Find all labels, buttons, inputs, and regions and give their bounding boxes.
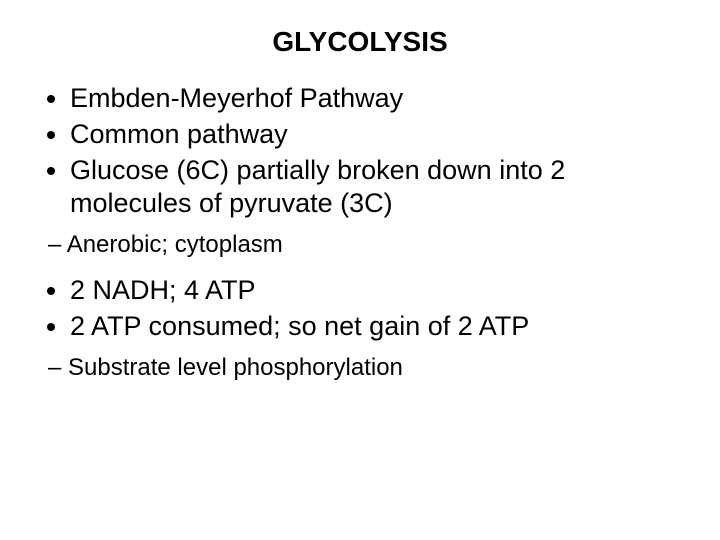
bullet-list-level2: Anerobic; cytoplasm bbox=[30, 229, 690, 260]
bullet-item: 2 NADH; 4 ATP bbox=[70, 274, 690, 308]
bullet-item: Common pathway bbox=[70, 118, 690, 152]
bullet-item: Embden-Meyerhof Pathway bbox=[70, 82, 690, 116]
bullet-list-level1: 2 NADH; 4 ATP 2 ATP consumed; so net gai… bbox=[30, 274, 690, 344]
sub-bullet-item: Anerobic; cytoplasm bbox=[48, 229, 690, 260]
bullet-list-level2: Substrate level phosphorylation bbox=[30, 352, 690, 383]
bullet-list-level1: Embden-Meyerhof Pathway Common pathway G… bbox=[30, 82, 690, 221]
bullet-item: Glucose (6C) partially broken down into … bbox=[70, 154, 690, 222]
sub-bullet-item: Substrate level phosphorylation bbox=[48, 352, 690, 383]
slide-title: GLYCOLYSIS bbox=[30, 26, 690, 58]
bullet-item: 2 ATP consumed; so net gain of 2 ATP bbox=[70, 310, 690, 344]
slide-container: GLYCOLYSIS Embden-Meyerhof Pathway Commo… bbox=[0, 0, 720, 540]
